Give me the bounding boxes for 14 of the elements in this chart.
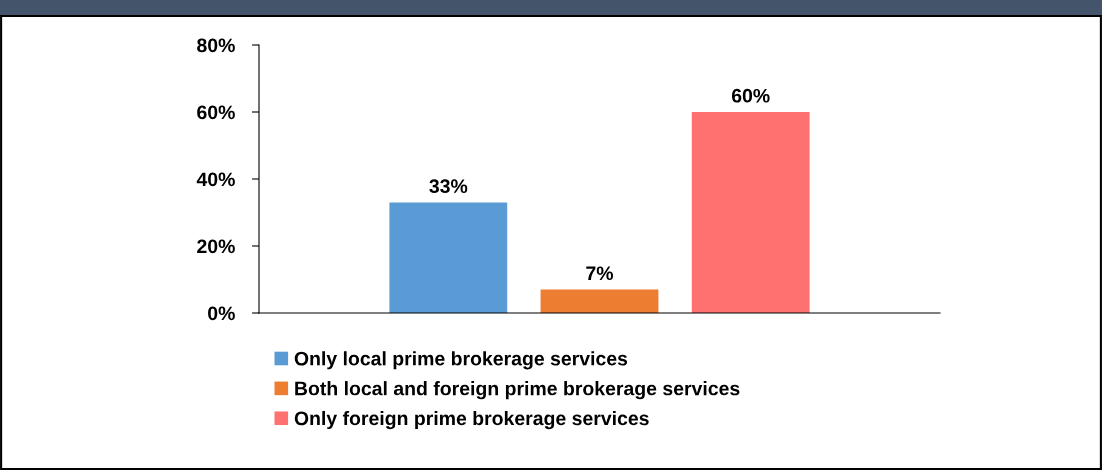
bar xyxy=(691,112,810,313)
text: 7% xyxy=(586,266,614,281)
text: 33% xyxy=(429,179,468,194)
legend-label: Both local and foreign prime brokerage services xyxy=(295,381,740,400)
bar xyxy=(540,289,659,313)
y-tick-label: 60% xyxy=(197,105,235,120)
y-tick-label: 0% xyxy=(208,306,235,321)
y-tick-label: 80% xyxy=(197,38,235,53)
y-tick-label: 40% xyxy=(196,172,235,187)
text: 60% xyxy=(731,88,770,103)
bar xyxy=(389,202,508,313)
y-tick-label: 20% xyxy=(197,239,235,254)
legend-label: Only local prime brokerage services xyxy=(294,351,628,370)
legend-label: Only foreign prime brokerage services xyxy=(294,410,649,430)
